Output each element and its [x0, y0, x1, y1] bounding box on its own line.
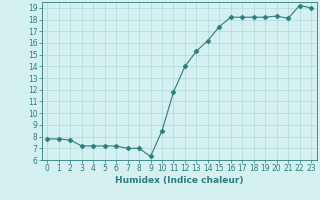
X-axis label: Humidex (Indice chaleur): Humidex (Indice chaleur) — [115, 176, 244, 185]
